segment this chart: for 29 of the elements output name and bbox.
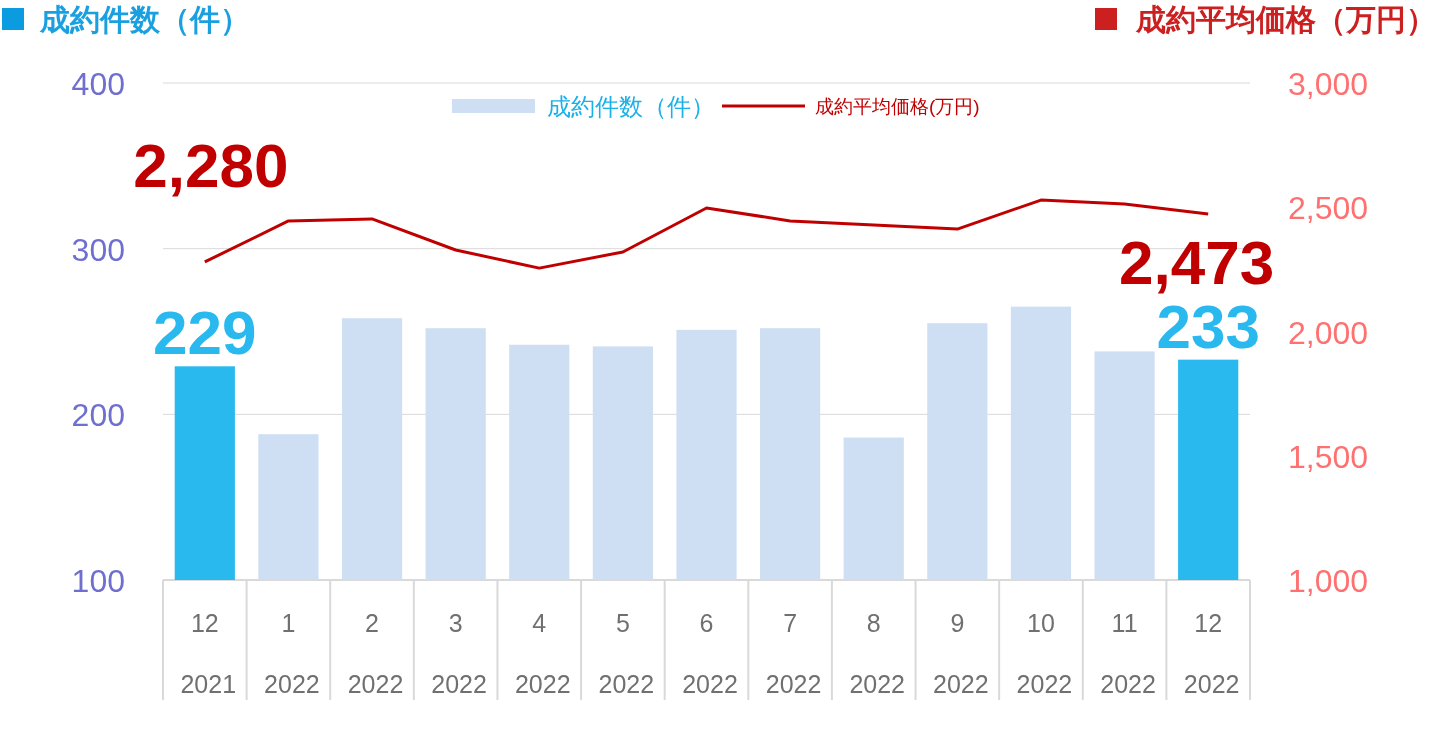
y-tick-label: 100 bbox=[71, 563, 125, 599]
y2-tick-label: 1,000 bbox=[1288, 563, 1369, 599]
category-label: 12 2021 bbox=[180, 609, 237, 698]
y2-tick-label: 3,000 bbox=[1288, 66, 1369, 102]
category-label: 6 2022 bbox=[682, 609, 738, 698]
y-tick-label: 400 bbox=[71, 66, 125, 102]
y-tick-label: 200 bbox=[71, 397, 125, 434]
data-label: 2,473 bbox=[1119, 227, 1275, 297]
data-label: 2,280 bbox=[133, 130, 289, 200]
category-label: 3 2022 bbox=[431, 609, 487, 698]
category-label: 10 2022 bbox=[1016, 609, 1073, 698]
category-label: 4 2022 bbox=[514, 609, 571, 698]
category-label: 8 2022 bbox=[849, 609, 906, 698]
data-label: 229 bbox=[153, 298, 257, 368]
y2-tick-label: 2,500 bbox=[1288, 190, 1369, 227]
y2-tick-label: 2,000 bbox=[1288, 314, 1369, 351]
category-label: 7 2022 bbox=[765, 609, 822, 698]
category-label: 9 2022 bbox=[933, 609, 989, 698]
y2-axis-title: 成約平均価格（万円） bbox=[1135, 3, 1436, 36]
legend-label: 成約件数（件） bbox=[547, 93, 715, 120]
category-label: 12 2022 bbox=[1183, 609, 1240, 698]
y-tick-label: 300 bbox=[71, 231, 125, 268]
category-label: 5 2022 bbox=[598, 609, 655, 698]
category-label: 2 2022 bbox=[347, 609, 404, 698]
category-label: 1 2022 bbox=[264, 609, 320, 698]
category-label: 11 2022 bbox=[1100, 609, 1156, 698]
y2-tick-label: 1,500 bbox=[1288, 438, 1369, 475]
legend-label: 成約平均価格(万円) bbox=[815, 96, 980, 117]
y-axis-title: 成約件数（件） bbox=[39, 3, 250, 36]
